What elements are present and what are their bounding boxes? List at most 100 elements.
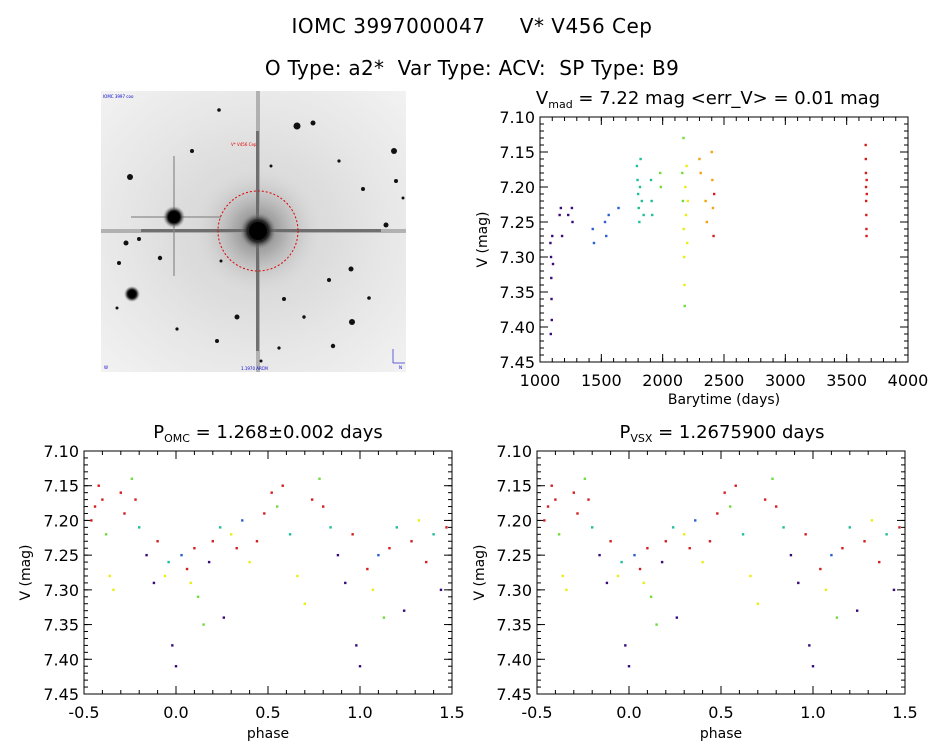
data-point bbox=[248, 560, 251, 564]
data-point bbox=[592, 241, 596, 245]
data-point bbox=[771, 477, 774, 480]
data-point bbox=[567, 213, 570, 217]
data-point bbox=[701, 560, 704, 564]
data-point bbox=[835, 616, 839, 619]
data-point bbox=[649, 595, 653, 598]
data-point bbox=[576, 512, 579, 515]
data-point bbox=[864, 171, 868, 175]
data-point bbox=[550, 318, 553, 322]
x-tick-label: -0.5 bbox=[521, 703, 552, 722]
data-point bbox=[660, 560, 664, 564]
data-point bbox=[633, 553, 636, 557]
data-point bbox=[681, 171, 684, 175]
data-point bbox=[638, 185, 642, 189]
x-tick-label: -0.5 bbox=[68, 703, 99, 722]
y-tick-label: 7.20 bbox=[499, 178, 535, 197]
data-point bbox=[425, 560, 428, 564]
x-axis-label: phase bbox=[700, 726, 742, 742]
plot-frame bbox=[83, 450, 453, 695]
data-point bbox=[366, 567, 369, 571]
data-point bbox=[134, 498, 137, 501]
y-tick-label: 7.45 bbox=[43, 685, 79, 704]
data-point bbox=[123, 512, 126, 515]
data-point bbox=[281, 484, 284, 487]
data-point bbox=[675, 616, 679, 619]
data-point bbox=[637, 206, 640, 210]
data-point bbox=[296, 574, 299, 578]
data-point bbox=[638, 220, 641, 224]
data-point bbox=[108, 574, 111, 578]
y-tick-label: 7.25 bbox=[499, 213, 535, 232]
data-point bbox=[130, 477, 134, 480]
x-tick-label: 0.5 bbox=[255, 703, 280, 722]
data-point bbox=[605, 234, 608, 238]
data-point bbox=[207, 560, 211, 564]
data-point bbox=[550, 276, 553, 280]
y-axis-label: V (mag) bbox=[18, 544, 34, 600]
data-point bbox=[93, 505, 97, 508]
data-point bbox=[620, 560, 623, 564]
y-tick-label: 7.15 bbox=[43, 477, 79, 496]
data-point bbox=[550, 484, 553, 487]
data-point bbox=[572, 491, 575, 494]
data-point bbox=[885, 533, 888, 536]
data-point bbox=[749, 574, 752, 578]
data-point bbox=[639, 157, 642, 161]
data-point bbox=[892, 588, 896, 592]
data-point bbox=[583, 477, 587, 480]
x-axis-label: phase bbox=[247, 726, 289, 742]
data-point bbox=[445, 526, 448, 529]
page-subtitle: O Type: a2* Var Type: ACV: SP Type: B9 bbox=[264, 56, 680, 80]
data-point bbox=[855, 609, 859, 612]
y-tick-label: 7.10 bbox=[43, 442, 79, 461]
data-point bbox=[276, 505, 279, 508]
data-point bbox=[711, 178, 714, 182]
data-point bbox=[565, 588, 568, 592]
data-point bbox=[241, 519, 244, 522]
data-point bbox=[686, 199, 690, 203]
data-point bbox=[193, 547, 196, 550]
page-title: IOMC 3997000047 V* V456 Cep bbox=[291, 14, 653, 38]
data-point bbox=[560, 234, 564, 238]
data-point bbox=[235, 547, 238, 550]
data-point bbox=[180, 553, 183, 557]
data-point bbox=[710, 150, 713, 154]
y-tick-label: 7.25 bbox=[43, 546, 79, 565]
data-point bbox=[698, 157, 701, 161]
data-point bbox=[864, 157, 868, 161]
data-point bbox=[549, 241, 552, 245]
data-point bbox=[763, 498, 767, 501]
x-tick-label: 1.0 bbox=[347, 703, 372, 722]
data-point bbox=[410, 540, 413, 543]
y-tick-label: 7.15 bbox=[499, 143, 535, 162]
x-tick-label: 0.0 bbox=[163, 703, 188, 722]
data-point bbox=[808, 644, 811, 647]
image-label-top-left: IOMC 3997 coo bbox=[103, 94, 134, 99]
y-tick-label: 7.35 bbox=[499, 283, 535, 302]
data-point bbox=[336, 553, 340, 557]
data-point bbox=[156, 540, 159, 543]
data-point bbox=[104, 533, 108, 536]
star-field-image: IOMC 3997 coo V* V456 Cep 1.1970 ARCM W … bbox=[101, 91, 406, 372]
x-tick-label: 2500 bbox=[704, 371, 745, 390]
data-point bbox=[684, 213, 688, 217]
x-tick-label: 0.0 bbox=[616, 703, 641, 722]
y-tick-label: 7.15 bbox=[496, 477, 532, 496]
data-point bbox=[546, 505, 550, 508]
data-point bbox=[638, 567, 642, 571]
data-point bbox=[756, 602, 759, 605]
y-tick-label: 7.40 bbox=[499, 318, 535, 337]
x-tick-label: 1.5 bbox=[892, 703, 917, 722]
data-point bbox=[741, 533, 745, 536]
image-label-bottom-center: 1.1970 ARCM bbox=[241, 366, 268, 371]
data-point bbox=[642, 213, 645, 217]
data-point bbox=[865, 227, 868, 231]
data-point bbox=[734, 484, 737, 487]
data-point bbox=[864, 143, 867, 147]
data-point bbox=[377, 553, 380, 557]
data-point bbox=[603, 220, 607, 224]
data-point bbox=[878, 560, 881, 564]
data-point bbox=[848, 526, 851, 529]
data-point bbox=[841, 547, 844, 550]
